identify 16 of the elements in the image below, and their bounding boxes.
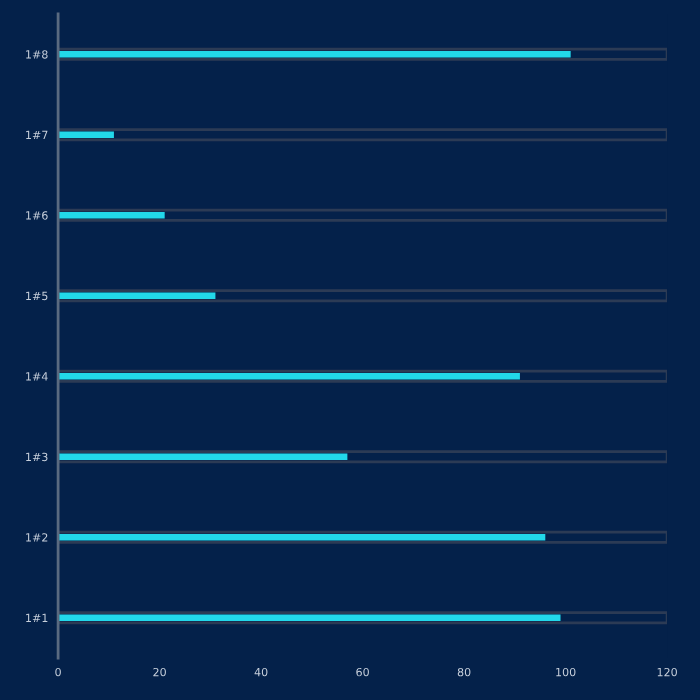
bar — [58, 450, 668, 464]
bar — [58, 369, 668, 383]
bar — [58, 453, 348, 460]
bar — [58, 292, 216, 299]
bar — [58, 131, 114, 138]
bar — [58, 47, 668, 61]
bar — [58, 128, 668, 142]
bar — [58, 614, 561, 621]
bar — [58, 373, 520, 380]
bar — [58, 530, 668, 544]
bar — [58, 51, 571, 58]
bar — [58, 611, 668, 625]
bar — [58, 212, 165, 219]
bar — [58, 534, 546, 541]
bar — [58, 289, 668, 303]
bar — [58, 208, 668, 222]
